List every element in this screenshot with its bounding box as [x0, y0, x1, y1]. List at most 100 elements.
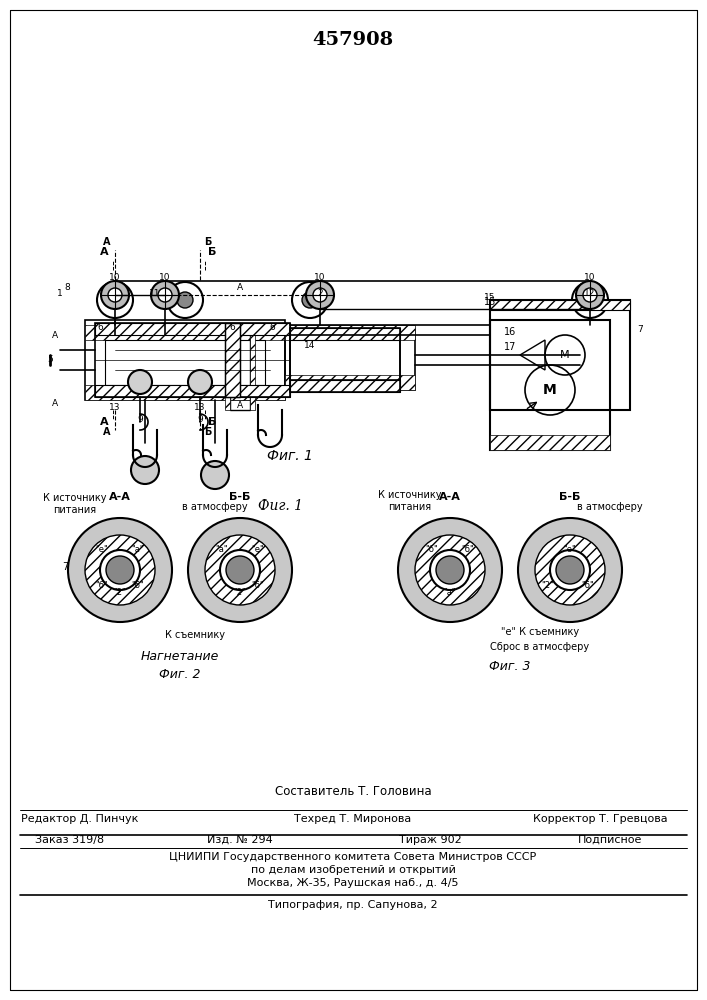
Circle shape [430, 550, 470, 590]
Bar [105, 340, 265, 385]
Circle shape [177, 292, 193, 308]
Text: 15: 15 [484, 297, 496, 307]
Text: "e": "e" [95, 545, 108, 554]
Text: Фиг. 3: Фиг. 3 [489, 660, 531, 673]
Text: Б: Б [204, 427, 211, 437]
Text: A: A [237, 282, 243, 292]
Text: "2": "2" [114, 588, 127, 597]
Circle shape [100, 550, 140, 590]
Text: "a": "a" [444, 588, 456, 597]
Text: "a": "a" [216, 545, 228, 554]
Circle shape [535, 535, 605, 605]
Text: 6: 6 [97, 324, 103, 332]
Text: Б-Б: Б-Б [559, 492, 580, 502]
Text: "е" К съемнику: "е" К съемнику [501, 627, 579, 637]
Text: 6: 6 [269, 324, 275, 332]
Bar [225, 323, 240, 397]
Text: Заказ 319/8: Заказ 319/8 [35, 835, 105, 845]
Circle shape [205, 535, 275, 605]
Text: 10: 10 [584, 273, 596, 282]
Text: 7: 7 [62, 562, 68, 572]
Circle shape [415, 535, 485, 605]
Text: 7: 7 [637, 326, 643, 334]
Bar [285, 330, 415, 390]
Text: A: A [52, 330, 58, 340]
Text: Подписное: Подписное [578, 835, 642, 845]
Text: Фиг. 2: Фиг. 2 [159, 668, 201, 681]
Circle shape [101, 281, 129, 309]
Text: "б": "б" [132, 581, 144, 590]
Text: A: A [100, 247, 109, 257]
Circle shape [226, 556, 254, 584]
Text: "б": "б" [426, 545, 438, 554]
Text: Техред Т. Миронова: Техред Т. Миронова [294, 814, 411, 824]
Text: A: A [237, 400, 243, 410]
Text: А-А: А-А [439, 492, 461, 502]
Text: Москва, Ж-35, Раушская наб., д. 4/5: Москва, Ж-35, Раушская наб., д. 4/5 [247, 878, 459, 888]
Bar [290, 328, 400, 340]
Bar [290, 380, 400, 392]
Circle shape [85, 535, 155, 605]
Text: А-А: А-А [109, 492, 131, 502]
Text: ЦНИИПИ Государственного комитета Совета Министров СССР: ЦНИИПИ Государственного комитета Совета … [170, 852, 537, 862]
Text: 13: 13 [194, 402, 206, 412]
Text: "б": "б" [582, 581, 595, 590]
Circle shape [201, 461, 229, 489]
Text: по делам изобретений и открытий: по делам изобретений и открытий [250, 865, 455, 875]
Bar [250, 325, 255, 410]
Text: 8: 8 [64, 282, 70, 292]
Text: Составитель Т. Головина: Составитель Т. Головина [275, 785, 431, 798]
Bar [290, 340, 400, 380]
Circle shape [576, 281, 604, 309]
Bar [490, 300, 630, 310]
Bar [85, 325, 285, 340]
Text: "б": "б" [95, 581, 108, 590]
Circle shape [68, 518, 172, 622]
Text: К съемнику: К съемнику [165, 630, 225, 640]
Text: 457908: 457908 [312, 31, 394, 49]
Bar [490, 320, 610, 450]
Text: 6: 6 [229, 324, 235, 332]
Circle shape [108, 288, 122, 302]
Text: 9: 9 [137, 416, 143, 424]
Circle shape [582, 292, 598, 308]
Circle shape [313, 288, 327, 302]
Bar [95, 323, 290, 335]
Text: Б: Б [204, 237, 211, 247]
Bar [285, 375, 415, 390]
Circle shape [151, 281, 179, 309]
Circle shape [106, 556, 134, 584]
Text: Б: Б [208, 417, 216, 427]
Text: A: A [100, 417, 109, 427]
Text: 9: 9 [197, 416, 203, 424]
Circle shape [158, 288, 172, 302]
Text: A: A [103, 427, 111, 437]
Text: К источнику
питания: К источнику питания [378, 490, 442, 512]
Circle shape [518, 518, 622, 622]
Text: Сброс в атмосферу: Сброс в атмосферу [491, 642, 590, 652]
Text: Фиг. 1: Фиг. 1 [257, 499, 303, 513]
Text: Фиг. 1: Фиг. 1 [267, 449, 313, 463]
Text: Корректор Т. Гревцова: Корректор Т. Гревцова [532, 814, 667, 824]
Text: 17: 17 [504, 342, 516, 352]
Text: 14: 14 [304, 340, 316, 350]
Text: M: M [560, 350, 570, 360]
Text: 10: 10 [314, 273, 326, 282]
Text: Изд. № 294: Изд. № 294 [207, 835, 273, 845]
Text: 1: 1 [57, 288, 63, 298]
Text: 13: 13 [110, 402, 121, 412]
Circle shape [306, 281, 334, 309]
Circle shape [220, 550, 260, 590]
Text: "e": "e" [563, 545, 576, 554]
Text: Б: Б [208, 247, 216, 257]
Circle shape [302, 292, 318, 308]
Text: в атмосферу: в атмосферу [577, 502, 643, 512]
Circle shape [128, 370, 152, 394]
Circle shape [398, 518, 502, 622]
Circle shape [107, 292, 123, 308]
Bar [290, 328, 400, 392]
Bar [225, 323, 240, 397]
Text: Типография, пр. Сапунова, 2: Типография, пр. Сапунова, 2 [268, 900, 438, 910]
Text: 2: 2 [317, 288, 323, 298]
Text: в атмосферу: в атмосферу [182, 502, 248, 512]
